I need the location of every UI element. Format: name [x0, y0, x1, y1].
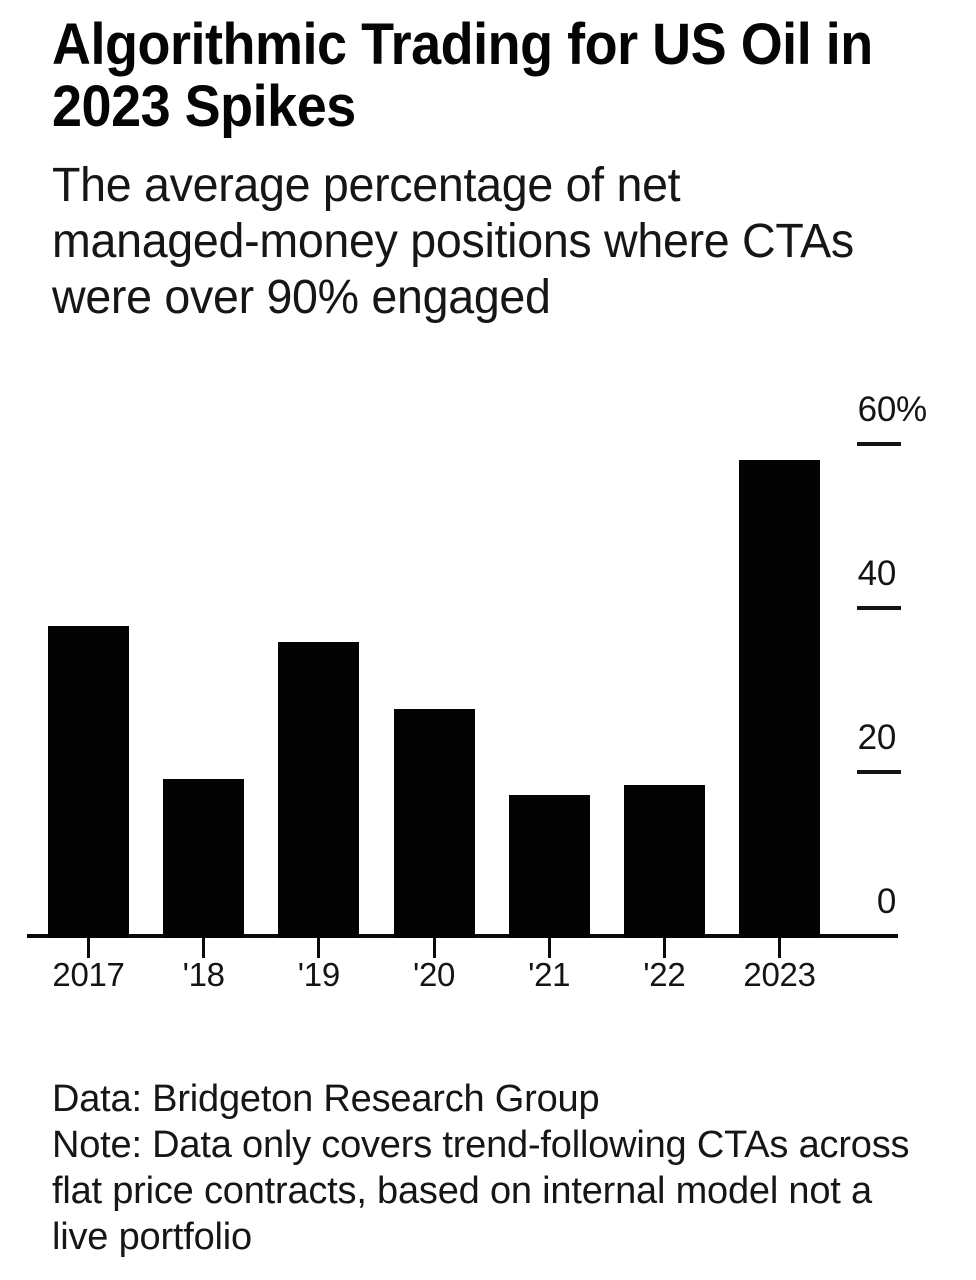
- y-axis-tick-60: [857, 442, 901, 446]
- x-axis-tick-22: [662, 938, 666, 958]
- x-axis-label-22: '22: [643, 956, 686, 993]
- y-axis-label-20: 20: [700, 717, 897, 758]
- x-axis-tick-2023: [778, 938, 782, 958]
- y-axis-label-value-60: 60: [857, 390, 897, 429]
- x-axis-label-21: '21: [528, 956, 571, 993]
- y-axis-tick-40: [857, 606, 901, 610]
- bar-2023: [739, 459, 821, 938]
- x-axis-tick-21: [547, 938, 551, 958]
- source-note: Data: Bridgeton Research Group: [52, 1078, 600, 1120]
- chart-footer: Data: Bridgeton Research Group Note: Dat…: [52, 1076, 976, 1260]
- y-axis-label-40: 40: [700, 553, 897, 594]
- chart-title: Algorithmic Trading for US Oil in 2023 S…: [52, 14, 945, 138]
- chart-subtitle: The average percentage of net managed-mo…: [52, 158, 964, 326]
- chart-subtitle-line-2: managed-money positions where CTAs: [52, 215, 854, 268]
- bar-20: [393, 708, 475, 938]
- chart-title-line-2: 2023 Spikes: [52, 74, 356, 139]
- y-axis-label-value-40: 40: [857, 554, 897, 593]
- x-axis-label-20: '20: [412, 956, 456, 993]
- bar-18: [163, 779, 245, 938]
- x-axis-tick-2017: [87, 938, 90, 958]
- chart-subtitle-line-3: were over 90% engaged: [52, 271, 551, 324]
- y-axis-tick-20: [857, 770, 901, 774]
- y-axis-unit-percent: %: [896, 390, 927, 429]
- chart-subtitle-line-1: The average percentage of net: [52, 159, 681, 212]
- x-axis-tick-20: [432, 938, 436, 958]
- chart-title-line-1: Algorithmic Trading for US Oil in: [52, 12, 873, 77]
- x-axis-tick-19: [317, 938, 321, 958]
- x-axis-tick-18: [202, 938, 206, 958]
- x-axis-label-2023: 2023: [743, 956, 816, 993]
- footnote-line-1: Note: Data only covers trend-following C…: [52, 1124, 910, 1166]
- bar-2017: [48, 626, 129, 938]
- x-axis-label-18: '18: [182, 956, 225, 993]
- x-axis-label-19: '19: [297, 956, 340, 993]
- x-axis-label-2017: 2017: [52, 956, 125, 993]
- x-axis-line: [27, 934, 898, 938]
- footnote-line-3: live portfolio: [52, 1216, 252, 1258]
- y-axis-label-value-0: 0: [876, 882, 896, 921]
- y-axis-label-0: 0: [700, 881, 896, 922]
- y-axis-label-60: 60%: [700, 389, 927, 430]
- bar-19: [278, 641, 360, 938]
- footnote-line-2: flat price contracts, based on internal …: [52, 1170, 872, 1212]
- bar-21: [508, 794, 590, 938]
- y-axis-label-value-20: 20: [857, 718, 897, 757]
- bar-22: [623, 785, 705, 938]
